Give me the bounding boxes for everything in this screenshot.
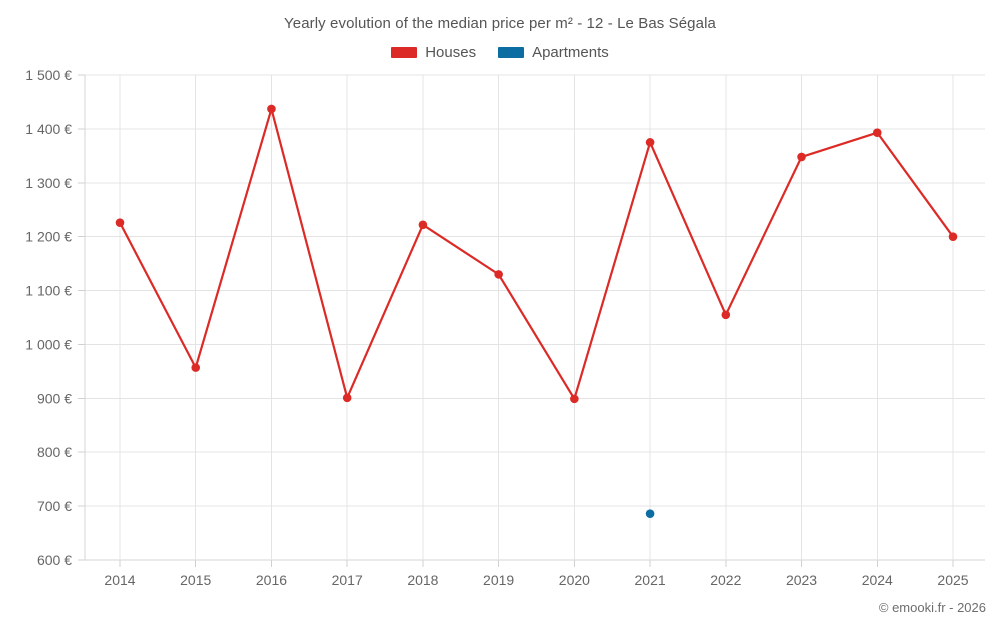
data-point-houses-2019[interactable] <box>494 270 503 279</box>
y-axis-tick-label: 700 € <box>37 498 72 514</box>
x-axis-tick-label: 2025 <box>937 572 968 588</box>
gridlines <box>78 74 985 561</box>
x-axis-tick-label: 2020 <box>559 572 590 588</box>
y-axis-tick-label: 1 500 € <box>25 67 72 83</box>
x-axis-tick-label: 2019 <box>483 572 514 588</box>
legend-swatch-houses <box>391 47 418 58</box>
legend-label-apartments: Apartments <box>532 44 609 61</box>
y-axis-tick-label: 1 400 € <box>25 121 72 137</box>
chart-legend: Houses Apartments <box>0 44 1000 61</box>
y-axis-tick-label: 1 300 € <box>25 175 72 191</box>
data-point-houses-2021[interactable] <box>645 138 655 147</box>
legend-item-houses[interactable]: Houses <box>391 44 476 61</box>
data-point-houses-2015[interactable] <box>191 363 201 372</box>
data-point-houses-2016[interactable] <box>267 104 276 114</box>
y-axis-tick-label: 600 € <box>37 552 72 568</box>
data-point-houses-2025[interactable] <box>948 232 958 241</box>
y-axis-tick-labels: 600 € 700 € 800 € 900 € 1 000 € 1 100 € 1 200 … <box>25 67 72 568</box>
x-axis-tick-label: 2017 <box>332 572 363 588</box>
data-point-houses-2023[interactable] <box>797 152 806 162</box>
data-point-houses-2017[interactable] <box>342 393 352 403</box>
y-axis-tick-label: 1 000 € <box>25 336 72 352</box>
y-axis-tick-label: 900 € <box>37 390 72 406</box>
x-axis-tick-label: 2015 <box>180 572 211 588</box>
x-axis-tick-label: 2014 <box>104 572 135 588</box>
data-point-houses-2022[interactable] <box>721 310 731 320</box>
chart-title: Yearly evolution of the median price per… <box>284 15 716 32</box>
data-point-houses-2024[interactable] <box>872 128 882 137</box>
x-axis-tick-label: 2021 <box>635 572 666 588</box>
series-line-houses <box>118 107 955 400</box>
data-point-houses-2018[interactable] <box>418 220 428 230</box>
data-point-apartments-2021[interactable] <box>645 509 655 518</box>
data-point-houses-2020[interactable] <box>570 394 579 404</box>
legend-item-apartments[interactable]: Apartments <box>498 44 609 61</box>
x-axis-tick-label: 2018 <box>407 572 438 588</box>
x-axis-tick-label: 2024 <box>862 572 893 588</box>
y-axis-tick-label: 800 € <box>37 444 72 460</box>
plot-area: 600 € 700 € 800 € 900 € 1 000 € 1 100 € 1 200 … <box>25 67 985 588</box>
y-axis-tick-label: 1 200 € <box>25 229 72 245</box>
data-series <box>115 104 958 518</box>
y-axis-tick-label: 1 100 € <box>25 283 72 299</box>
legend-swatch-apartments <box>498 47 525 58</box>
legend-label-houses: Houses <box>425 44 477 61</box>
data-point-houses-2014[interactable] <box>115 218 125 227</box>
x-axis-tick-label: 2023 <box>786 572 817 588</box>
x-axis-tick-labels: 2014 2015 2016 2017 2018 2019 2020 2021 2022 2023… <box>104 572 968 588</box>
x-axis-tick-label: 2022 <box>710 572 741 588</box>
x-axis-tick-label: 2016 <box>256 572 287 588</box>
footer-credit: © emooki.fr - 2026 <box>878 600 986 615</box>
